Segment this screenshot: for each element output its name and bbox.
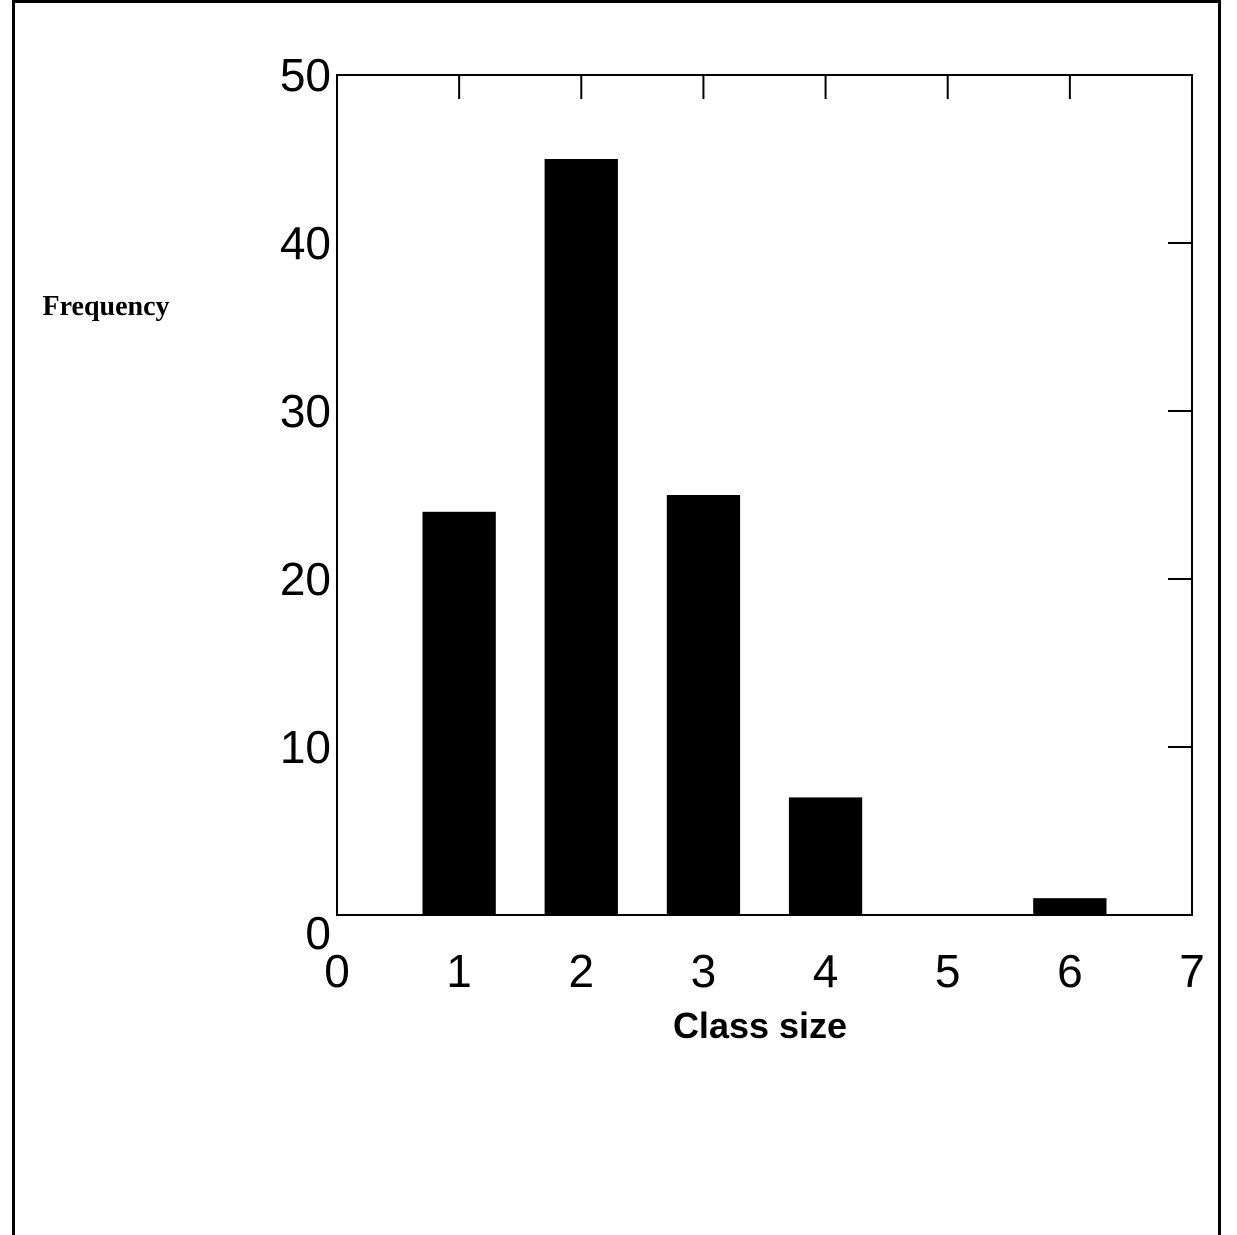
bar-4 <box>788 797 863 915</box>
plot-area <box>336 74 1193 916</box>
x-tick-label: 7 <box>1179 945 1205 997</box>
y-tick-label: 10 <box>280 721 331 773</box>
y-tick-label: 50 <box>280 49 331 101</box>
y-axis-label: Frequency <box>42 291 169 322</box>
x-tick-label: 5 <box>935 945 961 997</box>
y-tick-label: 30 <box>280 385 331 437</box>
bar-6 <box>1033 898 1107 915</box>
x-tick-label: 0 <box>324 945 350 997</box>
y-tick-label: 20 <box>280 553 331 605</box>
y-tick-label: 40 <box>280 217 331 269</box>
bar-2 <box>544 159 618 915</box>
bar-1 <box>422 511 496 915</box>
x-tick-label: 2 <box>569 945 595 997</box>
x-tick-label: 6 <box>1057 945 1083 997</box>
bar-3 <box>666 495 741 915</box>
x-tick-label: 1 <box>446 945 472 997</box>
y-tick-label: 0 <box>305 907 331 959</box>
x-axis-label: Class size <box>673 1005 847 1046</box>
figure-frame <box>12 0 1221 1235</box>
x-tick-labels: 0 1 2 3 4 5 6 7 <box>324 945 1205 997</box>
x-tick-label: 3 <box>691 945 717 997</box>
y-tick-labels: 0 10 20 30 40 50 <box>280 49 331 959</box>
x-tick-label: 4 <box>813 945 839 997</box>
axis-ticks <box>458 75 1192 748</box>
bars <box>422 159 1107 915</box>
